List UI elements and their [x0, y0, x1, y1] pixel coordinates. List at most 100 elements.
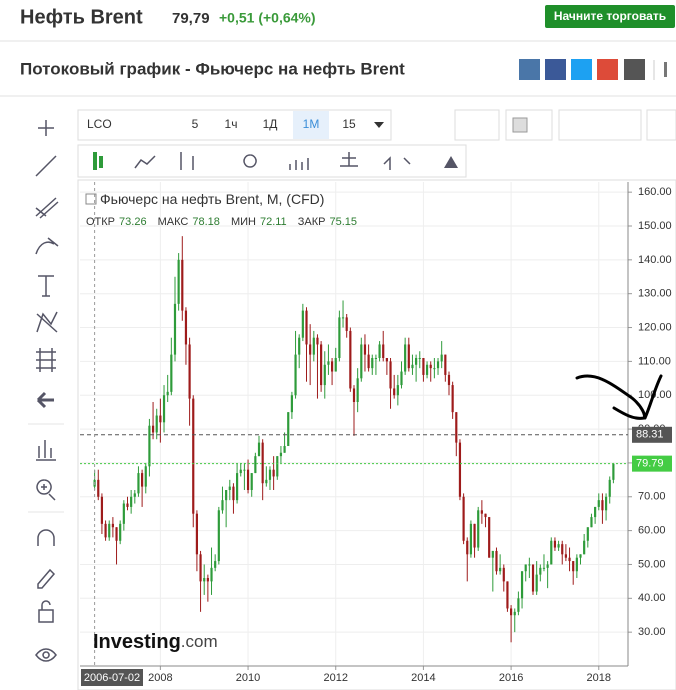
magnet-tool[interactable] — [37, 529, 55, 546]
candle-body — [119, 523, 122, 541]
candle-body — [104, 523, 107, 538]
candle-body — [524, 564, 527, 572]
trade-button[interactable] — [545, 5, 675, 28]
indicator-icon[interactable] — [134, 155, 156, 169]
dropdown-arrow[interactable] — [374, 122, 384, 128]
collapse-icon[interactable] — [85, 193, 97, 205]
candle-body — [203, 578, 206, 582]
settings-icon[interactable] — [243, 154, 257, 168]
brush-tool[interactable] — [35, 237, 59, 255]
visibility-tool[interactable] — [35, 648, 57, 662]
candle-body — [385, 358, 388, 362]
candle-body — [206, 578, 209, 582]
chart-type-icon[interactable] — [93, 152, 103, 170]
interval[interactable]: 1Д — [263, 117, 278, 131]
crosshair-tool[interactable] — [38, 120, 54, 136]
candle-body — [382, 344, 385, 358]
candle-body — [440, 354, 443, 362]
candle-body — [100, 496, 104, 524]
candle-body — [393, 388, 396, 396]
candle-body — [400, 371, 403, 386]
line-tool[interactable] — [35, 155, 57, 177]
studies-icon[interactable] — [289, 158, 309, 170]
candle-body — [396, 385, 399, 396]
candle-body — [349, 330, 352, 389]
text-tool[interactable] — [38, 275, 54, 297]
interval[interactable]: 5 — [192, 117, 199, 131]
candle-body — [539, 567, 542, 575]
candle-body — [371, 358, 374, 369]
hand-drawn-arrow — [575, 374, 663, 420]
candle-body — [520, 571, 524, 599]
price-change: +0,51 (+0,64%) — [219, 10, 316, 26]
candle-body — [155, 415, 158, 433]
vk-icon[interactable] — [519, 59, 540, 80]
candle-body — [298, 337, 301, 355]
candle-body — [513, 611, 516, 616]
candle-body — [546, 564, 549, 568]
candle-body — [338, 317, 341, 358]
interval[interactable]: 1М — [303, 117, 320, 131]
lock-tool[interactable] — [38, 600, 54, 623]
candle-body — [579, 554, 582, 558]
watermark-brand: Investing — [93, 631, 181, 653]
candle-body — [214, 561, 217, 568]
info-icon[interactable] — [664, 62, 667, 77]
ohlc-value: 72.11 — [260, 216, 287, 228]
alert-icon[interactable] — [444, 156, 458, 168]
candle-body — [517, 598, 520, 612]
bars-icon[interactable] — [180, 152, 194, 170]
interval[interactable]: 1ч — [225, 117, 238, 131]
price-label-box — [632, 426, 672, 443]
candle-body — [407, 344, 410, 369]
candle-body — [466, 540, 469, 555]
watermark-domain: .com — [181, 632, 218, 651]
candle-body — [188, 344, 191, 399]
candle-body — [469, 523, 473, 555]
candle-body — [162, 395, 166, 423]
interval[interactable]: 15 — [342, 117, 356, 131]
ohlc-value: 73.26 — [119, 216, 147, 228]
candle-body — [568, 557, 571, 562]
candle-body — [341, 317, 345, 319]
lock-drawing-tool[interactable] — [37, 568, 56, 589]
candle-body — [608, 479, 611, 497]
compare-icon[interactable] — [340, 152, 358, 167]
facebook-icon[interactable] — [545, 59, 566, 80]
candle-body — [488, 517, 491, 558]
chart-legend-title: Фьючерс на нефть Brent, M, (CFD) — [100, 191, 324, 207]
candle-body — [148, 425, 151, 467]
cloud-buttons[interactable] — [558, 109, 642, 141]
y-tick-label: 120.00 — [638, 321, 672, 333]
candle-body — [360, 344, 363, 379]
mail-icon[interactable] — [624, 59, 645, 80]
ohlc-label: МАКС — [158, 216, 189, 228]
measure-tool[interactable] — [36, 440, 56, 461]
candle-body — [254, 456, 257, 474]
zoom-tool[interactable] — [36, 479, 56, 501]
symbol[interactable]: LCO — [87, 117, 112, 131]
undo-redo-icon[interactable] — [383, 156, 411, 170]
pattern-tool[interactable] — [36, 311, 58, 333]
trade-button-label[interactable]: Начните торговать — [554, 9, 666, 23]
candle-body — [528, 564, 531, 566]
fib-tool[interactable] — [35, 197, 59, 219]
candle-body — [199, 554, 202, 582]
fullscreen-button[interactable] — [646, 109, 676, 141]
projection-tool[interactable] — [36, 348, 56, 372]
candle-body — [305, 310, 308, 345]
candle-body — [557, 544, 560, 548]
google-icon[interactable] — [597, 59, 618, 80]
back-tool[interactable] — [36, 391, 54, 409]
twitter-icon[interactable] — [571, 59, 592, 80]
candle-body — [389, 361, 392, 389]
snapshot-button[interactable] — [454, 109, 500, 141]
candle-body — [166, 391, 169, 396]
plot: 30.0040.0050.0060.0070.0080.0090.00100.0… — [80, 182, 672, 686]
candle-body — [418, 358, 421, 359]
candle-body — [506, 581, 509, 609]
candle-body — [320, 344, 323, 386]
candle-body — [126, 503, 129, 507]
candle-body — [590, 517, 593, 528]
